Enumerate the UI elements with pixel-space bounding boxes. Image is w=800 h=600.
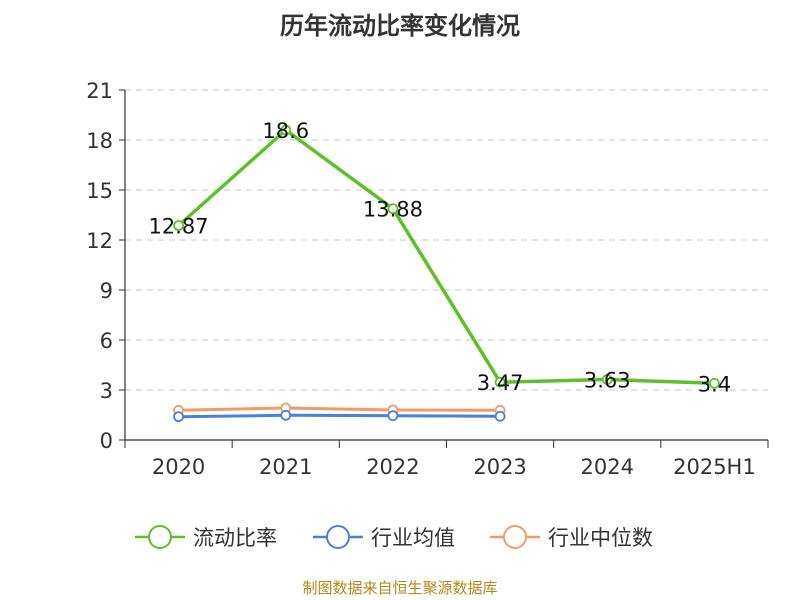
data-point-series-1 xyxy=(387,203,399,215)
x-tick-label: 2021 xyxy=(259,455,312,479)
series-line-3 xyxy=(178,406,501,412)
data-point-series-2 xyxy=(387,410,399,422)
x-tick-label: 2020 xyxy=(152,455,205,479)
x-tick-label: 2024 xyxy=(581,455,634,479)
y-tick-label: 6 xyxy=(100,329,113,353)
data-label: 12.87 xyxy=(149,215,209,239)
y-tick-label: 3 xyxy=(100,379,113,403)
data-label: 3.47 xyxy=(477,371,524,395)
x-tick-label: 2022 xyxy=(366,455,419,479)
data-label: 3.4 xyxy=(698,372,731,396)
data-label: 18.6 xyxy=(262,119,309,143)
data-point-series-1 xyxy=(280,124,292,136)
x-tick-label: 2025H1 xyxy=(673,455,756,479)
data-point-series-2 xyxy=(173,411,184,423)
y-tick-label: 0 xyxy=(100,429,113,453)
y-tick-label: 18 xyxy=(86,129,113,153)
series-line-2 xyxy=(178,413,501,419)
data-point-series-1 xyxy=(494,376,506,388)
data-point-series-2 xyxy=(280,409,292,421)
legend-label: 行业均值 xyxy=(371,526,455,550)
source-footer: 制图数据来自恒生聚源数据库 xyxy=(302,579,497,597)
x-tick-label: 2023 xyxy=(473,455,526,479)
y-tick-label: 9 xyxy=(100,279,113,303)
chart-title: 历年流动比率变化情况 xyxy=(280,12,520,40)
data-point-series-2 xyxy=(494,410,506,422)
legend-marker xyxy=(503,525,527,549)
series-line-1 xyxy=(177,128,715,386)
legend-label: 行业中位数 xyxy=(548,526,653,550)
y-tick-label: 12 xyxy=(86,229,113,253)
data-label: 13.88 xyxy=(363,198,423,222)
legend-marker xyxy=(326,525,350,549)
y-tick-label: 21 xyxy=(86,79,113,103)
legend-marker xyxy=(148,525,172,549)
legend-label: 流动比率 xyxy=(193,526,277,550)
data-point-series-1 xyxy=(601,374,613,385)
data-point-series-1 xyxy=(709,377,720,389)
data-label: 3.63 xyxy=(584,369,631,393)
data-point-series-1 xyxy=(173,220,184,231)
y-tick-label: 15 xyxy=(86,179,113,203)
